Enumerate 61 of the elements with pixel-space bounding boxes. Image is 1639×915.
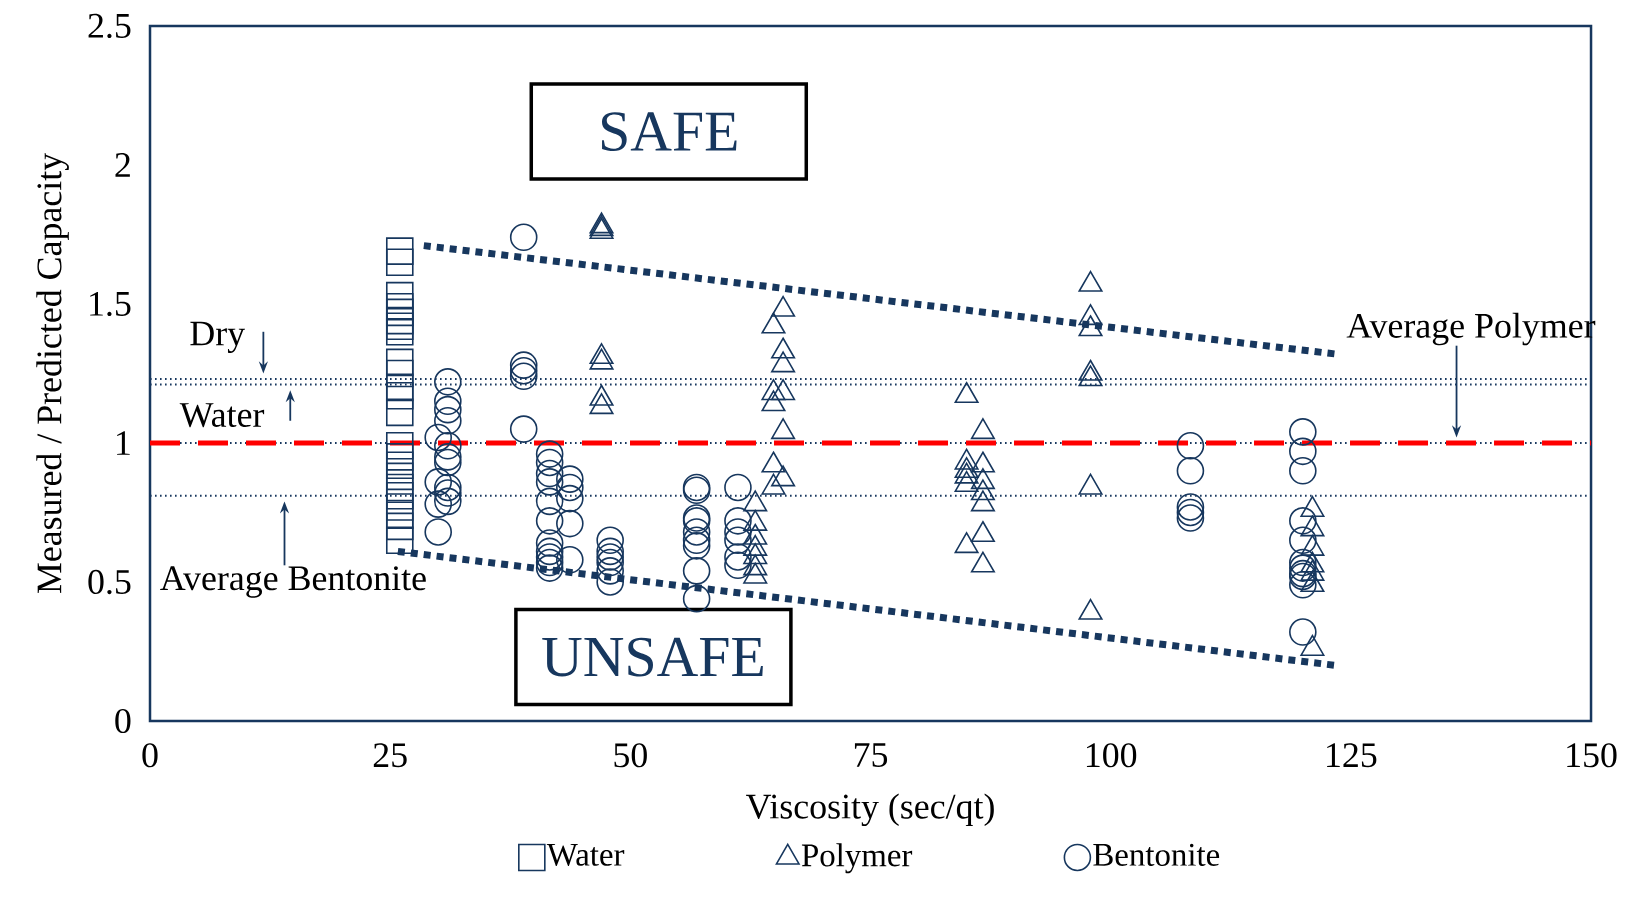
point	[954, 532, 979, 554]
point	[1300, 634, 1325, 657]
point	[589, 384, 614, 406]
point	[589, 348, 614, 370]
point	[954, 470, 979, 492]
point	[954, 381, 979, 404]
x-tick-label: 125	[1327, 743, 1377, 768]
annotation: UNSAFE	[542, 637, 763, 677]
point	[1078, 270, 1103, 292]
x-tick-label: 50	[614, 743, 647, 768]
legend-label: Bentonite	[1093, 843, 1220, 866]
point	[970, 479, 995, 501]
y-tick-label: 0.5	[88, 569, 131, 595]
point	[970, 451, 995, 473]
point	[970, 490, 995, 512]
ref-line-label: Water	[179, 403, 265, 428]
y-tick-label: 2	[115, 153, 130, 177]
point	[954, 462, 979, 484]
legend-label: Water	[546, 843, 625, 866]
point	[954, 456, 979, 479]
point	[771, 351, 796, 373]
point	[1078, 473, 1103, 495]
point	[1078, 365, 1103, 387]
x-tick-label: 150	[1567, 743, 1617, 768]
point	[1078, 315, 1103, 337]
point	[970, 551, 995, 573]
point	[589, 343, 614, 365]
point	[970, 520, 995, 543]
x-tick-label: 25	[373, 743, 407, 768]
point	[954, 448, 979, 470]
point	[761, 379, 786, 401]
point	[771, 379, 796, 401]
point	[970, 418, 995, 440]
point	[771, 465, 796, 487]
x-tick-label: 75	[854, 743, 888, 767]
point	[1078, 359, 1103, 381]
y-tick-label: 0	[115, 708, 131, 734]
legend-label: Polymer	[801, 843, 913, 874]
point	[743, 562, 768, 584]
point	[761, 451, 786, 473]
x-tick-label: 0	[142, 743, 158, 768]
point	[761, 473, 786, 495]
x-axis-title: Viscosity (sec/qt)	[746, 793, 994, 827]
point	[743, 490, 768, 512]
ref-line-label: Average Bentonite	[160, 566, 426, 598]
point	[1078, 598, 1103, 620]
point	[1078, 304, 1103, 326]
x-tick-label: 100	[1086, 743, 1137, 768]
point	[771, 418, 796, 440]
point	[761, 390, 786, 412]
y-tick-label: 2.5	[88, 13, 131, 39]
point	[771, 295, 796, 317]
point	[771, 337, 796, 359]
point	[970, 468, 995, 490]
point	[761, 312, 786, 334]
point	[589, 393, 614, 415]
y-axis-title: Measured / Predicted Capacity	[36, 153, 69, 594]
y-tick-label: 1.5	[90, 291, 131, 317]
y-tick-label: 1	[117, 431, 130, 455]
ref-line-label: Dry	[190, 321, 245, 353]
annotation: SAFE	[601, 112, 737, 152]
